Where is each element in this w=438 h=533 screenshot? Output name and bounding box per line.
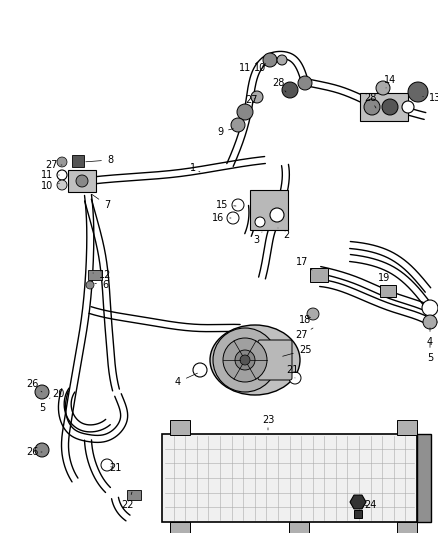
Circle shape xyxy=(263,53,277,67)
Text: 15: 15 xyxy=(216,200,236,210)
Text: 9: 9 xyxy=(217,127,233,137)
Circle shape xyxy=(57,170,67,180)
Text: 18: 18 xyxy=(299,315,311,325)
Circle shape xyxy=(57,157,67,167)
Text: 27: 27 xyxy=(46,160,62,170)
Text: 28: 28 xyxy=(364,93,376,108)
Text: 26: 26 xyxy=(26,379,42,392)
Bar xyxy=(88,270,102,280)
Text: 24: 24 xyxy=(364,500,376,510)
Circle shape xyxy=(298,76,312,90)
Circle shape xyxy=(289,372,301,384)
Text: 3: 3 xyxy=(253,232,262,245)
Text: 22: 22 xyxy=(122,492,134,510)
Bar xyxy=(72,155,84,167)
Circle shape xyxy=(231,118,245,132)
Text: 13: 13 xyxy=(423,93,438,103)
Circle shape xyxy=(255,217,265,227)
Circle shape xyxy=(277,55,287,65)
Circle shape xyxy=(402,101,414,113)
Circle shape xyxy=(376,81,390,95)
Circle shape xyxy=(76,175,88,187)
Text: 12: 12 xyxy=(93,270,111,280)
Text: 20: 20 xyxy=(52,389,64,399)
Text: 21: 21 xyxy=(109,463,121,473)
Text: 27: 27 xyxy=(296,328,313,340)
Circle shape xyxy=(223,338,267,382)
Circle shape xyxy=(101,459,113,471)
Ellipse shape xyxy=(210,325,300,395)
Text: 17: 17 xyxy=(296,257,312,270)
Text: 25: 25 xyxy=(283,345,311,356)
Bar xyxy=(68,170,96,192)
Circle shape xyxy=(237,104,253,120)
Text: 28: 28 xyxy=(272,78,286,92)
Bar xyxy=(127,490,141,500)
Text: 21: 21 xyxy=(286,365,298,378)
Bar xyxy=(360,93,408,121)
Text: 6: 6 xyxy=(95,280,108,290)
Circle shape xyxy=(423,315,437,329)
Circle shape xyxy=(193,363,207,377)
Text: 8: 8 xyxy=(86,155,113,165)
Text: 11: 11 xyxy=(239,62,258,73)
Bar xyxy=(354,510,362,518)
Text: 19: 19 xyxy=(378,273,390,287)
Text: 7: 7 xyxy=(92,195,110,210)
Circle shape xyxy=(364,99,380,115)
Text: 5: 5 xyxy=(39,398,50,413)
Bar xyxy=(162,434,417,522)
FancyBboxPatch shape xyxy=(258,340,292,380)
Text: 10: 10 xyxy=(254,63,266,73)
Circle shape xyxy=(282,82,298,98)
Text: 11: 11 xyxy=(41,170,59,180)
Bar xyxy=(170,522,190,533)
Polygon shape xyxy=(350,495,366,509)
Circle shape xyxy=(422,300,438,316)
Text: 4: 4 xyxy=(427,328,433,347)
Text: 2: 2 xyxy=(278,228,289,240)
Bar xyxy=(289,522,309,533)
Text: 16: 16 xyxy=(212,213,231,223)
Text: 5: 5 xyxy=(427,343,433,363)
Bar xyxy=(397,420,417,435)
Bar xyxy=(250,190,288,230)
Circle shape xyxy=(270,208,284,222)
Circle shape xyxy=(86,281,94,289)
Bar xyxy=(170,420,190,435)
Bar xyxy=(397,522,417,533)
Circle shape xyxy=(251,91,263,103)
Text: 14: 14 xyxy=(384,75,396,88)
Circle shape xyxy=(382,99,398,115)
Circle shape xyxy=(408,82,428,102)
Text: 23: 23 xyxy=(262,415,274,430)
Bar xyxy=(310,268,328,282)
Circle shape xyxy=(57,180,67,190)
Circle shape xyxy=(213,328,277,392)
Text: 10: 10 xyxy=(41,181,59,191)
Circle shape xyxy=(307,308,319,320)
Text: 4: 4 xyxy=(175,373,198,387)
Bar xyxy=(380,285,396,297)
Circle shape xyxy=(35,385,49,399)
Bar xyxy=(417,434,431,522)
Circle shape xyxy=(235,350,255,370)
Circle shape xyxy=(35,443,49,457)
Circle shape xyxy=(232,199,244,211)
Circle shape xyxy=(227,212,239,224)
Circle shape xyxy=(240,355,250,365)
Text: 27: 27 xyxy=(246,95,258,105)
Text: 1: 1 xyxy=(190,163,200,173)
Text: 26: 26 xyxy=(26,447,42,457)
